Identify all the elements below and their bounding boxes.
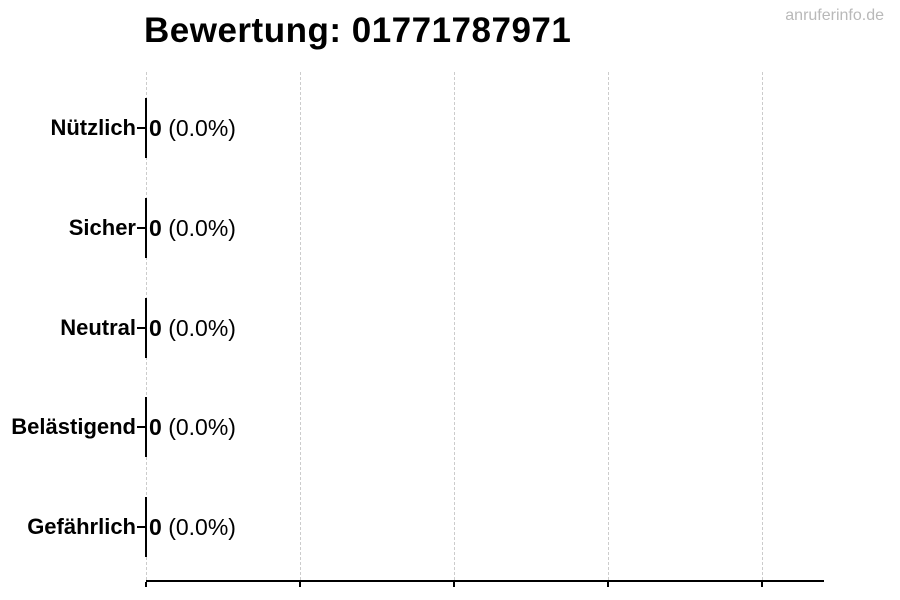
y-axis-tick: [137, 426, 145, 428]
value-percent: (0.0%): [168, 514, 236, 540]
value-label: 0 (0.0%): [149, 512, 236, 542]
x-axis-tick: [145, 582, 147, 587]
value-count: 0: [149, 514, 162, 540]
y-axis-tick: [137, 127, 145, 129]
value-label: 0 (0.0%): [149, 213, 236, 243]
y-axis-tick: [137, 526, 145, 528]
zero-value-bar: [145, 198, 147, 258]
category-label: Neutral: [60, 315, 136, 340]
x-axis-tick: [453, 582, 455, 587]
value-count: 0: [149, 414, 162, 440]
y-axis-tick: [137, 327, 145, 329]
x-axis-tick: [607, 582, 609, 587]
plot-area: Nützlich 0 (0.0%) Sicher 0 (0.0%) Neutral 0 (…: [11, 72, 824, 587]
y-axis-tick: [137, 227, 145, 229]
value-percent: (0.0%): [168, 315, 236, 341]
value-percent: (0.0%): [168, 215, 236, 241]
gridline: [300, 72, 301, 580]
value-count: 0: [149, 215, 162, 241]
zero-value-bar: [145, 298, 147, 358]
value-percent: (0.0%): [168, 115, 236, 141]
x-axis-tick: [761, 582, 763, 587]
value-label: 0 (0.0%): [149, 313, 236, 343]
category-label: Belästigend: [11, 414, 136, 439]
x-axis-tick: [299, 582, 301, 587]
zero-value-bar: [145, 497, 147, 557]
value-label: 0 (0.0%): [149, 412, 236, 442]
category-label: Gefährlich: [27, 514, 136, 539]
category-label: Sicher: [68, 215, 136, 240]
value-count: 0: [149, 115, 162, 141]
zero-value-bar: [145, 98, 147, 158]
value-label: 0 (0.0%): [149, 113, 236, 143]
gridline: [454, 72, 455, 580]
value-count: 0: [149, 315, 162, 341]
gridline: [762, 72, 763, 580]
zero-value-bar: [145, 397, 147, 457]
gridline: [608, 72, 609, 580]
chart-title: Bewertung: 01771787971: [144, 11, 572, 50]
watermark-text: anruferinfo.de: [785, 7, 884, 24]
value-percent: (0.0%): [168, 414, 236, 440]
category-label: Nützlich: [50, 115, 136, 140]
